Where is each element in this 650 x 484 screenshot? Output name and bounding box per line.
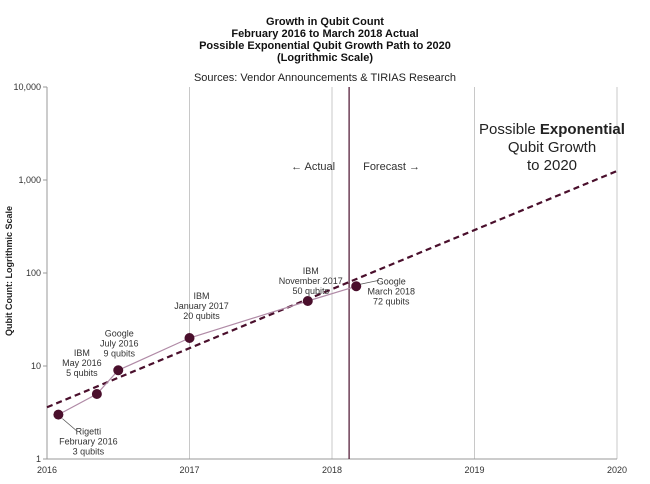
point-label: 5 qubits <box>66 368 98 378</box>
chart-subtitle: Sources: Vendor Announcements & TIRIAS R… <box>193 72 457 84</box>
title-line-1: Growth in Qubit Count <box>266 16 384 28</box>
x-tick-label: 2019 <box>464 465 484 475</box>
axes: 2016 2017 2018 2019 2020 1 10 100 1,000 10,000 Qub… <box>4 82 627 475</box>
title-line-2: February 2016 to March 2018 Actual <box>231 28 419 40</box>
actual-label: ← Actual <box>291 161 335 173</box>
point-label: May 2016 <box>62 358 102 368</box>
y-tick-label: 100 <box>26 268 41 278</box>
point-label: 20 qubits <box>183 311 220 321</box>
point-label: 50 qubits <box>293 286 330 296</box>
label-leader <box>360 279 380 285</box>
annotation-line: Qubit Growth <box>508 139 596 156</box>
x-tick-label: 2018 <box>322 465 342 475</box>
title-line-3: Possible Exponential Qubit Growth Path t… <box>199 40 451 52</box>
point-label: 72 qubits <box>373 296 410 306</box>
marks <box>46 87 618 459</box>
annotation-prefix: Possible <box>479 121 540 138</box>
y-tick-label: 10,000 <box>13 82 41 92</box>
x-tick-label: 2016 <box>37 465 57 475</box>
y-tick-label: 1 <box>36 454 41 464</box>
data-point <box>113 365 124 376</box>
label-leader <box>62 418 77 431</box>
y-tick-label: 10 <box>31 361 41 371</box>
point-label: 9 qubits <box>103 348 135 358</box>
point-label: IBM <box>193 291 209 301</box>
point-label: 3 qubits <box>73 447 105 457</box>
point-label: November 2017 <box>279 276 343 286</box>
forecast-label: Forecast → <box>363 161 420 173</box>
y-tick-label: 1,000 <box>18 175 41 185</box>
trend-line <box>46 169 618 409</box>
data-point <box>184 333 195 344</box>
title-line-4: (Logrithmic Scale) <box>277 52 373 64</box>
data-point <box>53 409 64 420</box>
point-label: Google <box>377 276 406 286</box>
grid <box>189 87 618 459</box>
x-tick-label: 2020 <box>607 465 627 475</box>
annotation-bold: Exponential <box>540 121 625 138</box>
point-label: Rigetti <box>76 427 102 437</box>
series-line <box>58 285 357 416</box>
y-axis-label: Qubit Count: Logrithmic Scale <box>4 206 14 336</box>
point-label: January 2017 <box>174 301 229 311</box>
point-label: Google <box>105 328 134 338</box>
chart-title: Growth in Qubit Count February 2016 to M… <box>0 16 650 64</box>
point-label: March 2018 <box>367 286 415 296</box>
data-point <box>91 388 102 399</box>
data-point <box>351 281 362 292</box>
annotation-line: to 2020 <box>527 157 577 174</box>
data-point <box>302 295 313 306</box>
x-tick-label: 2017 <box>179 465 199 475</box>
point-label: July 2016 <box>100 338 139 348</box>
point-label: February 2016 <box>59 437 118 447</box>
annotation-line-1: Possible Exponential <box>479 121 625 138</box>
point-label: IBM <box>74 348 90 358</box>
point-label: IBM <box>303 266 319 276</box>
